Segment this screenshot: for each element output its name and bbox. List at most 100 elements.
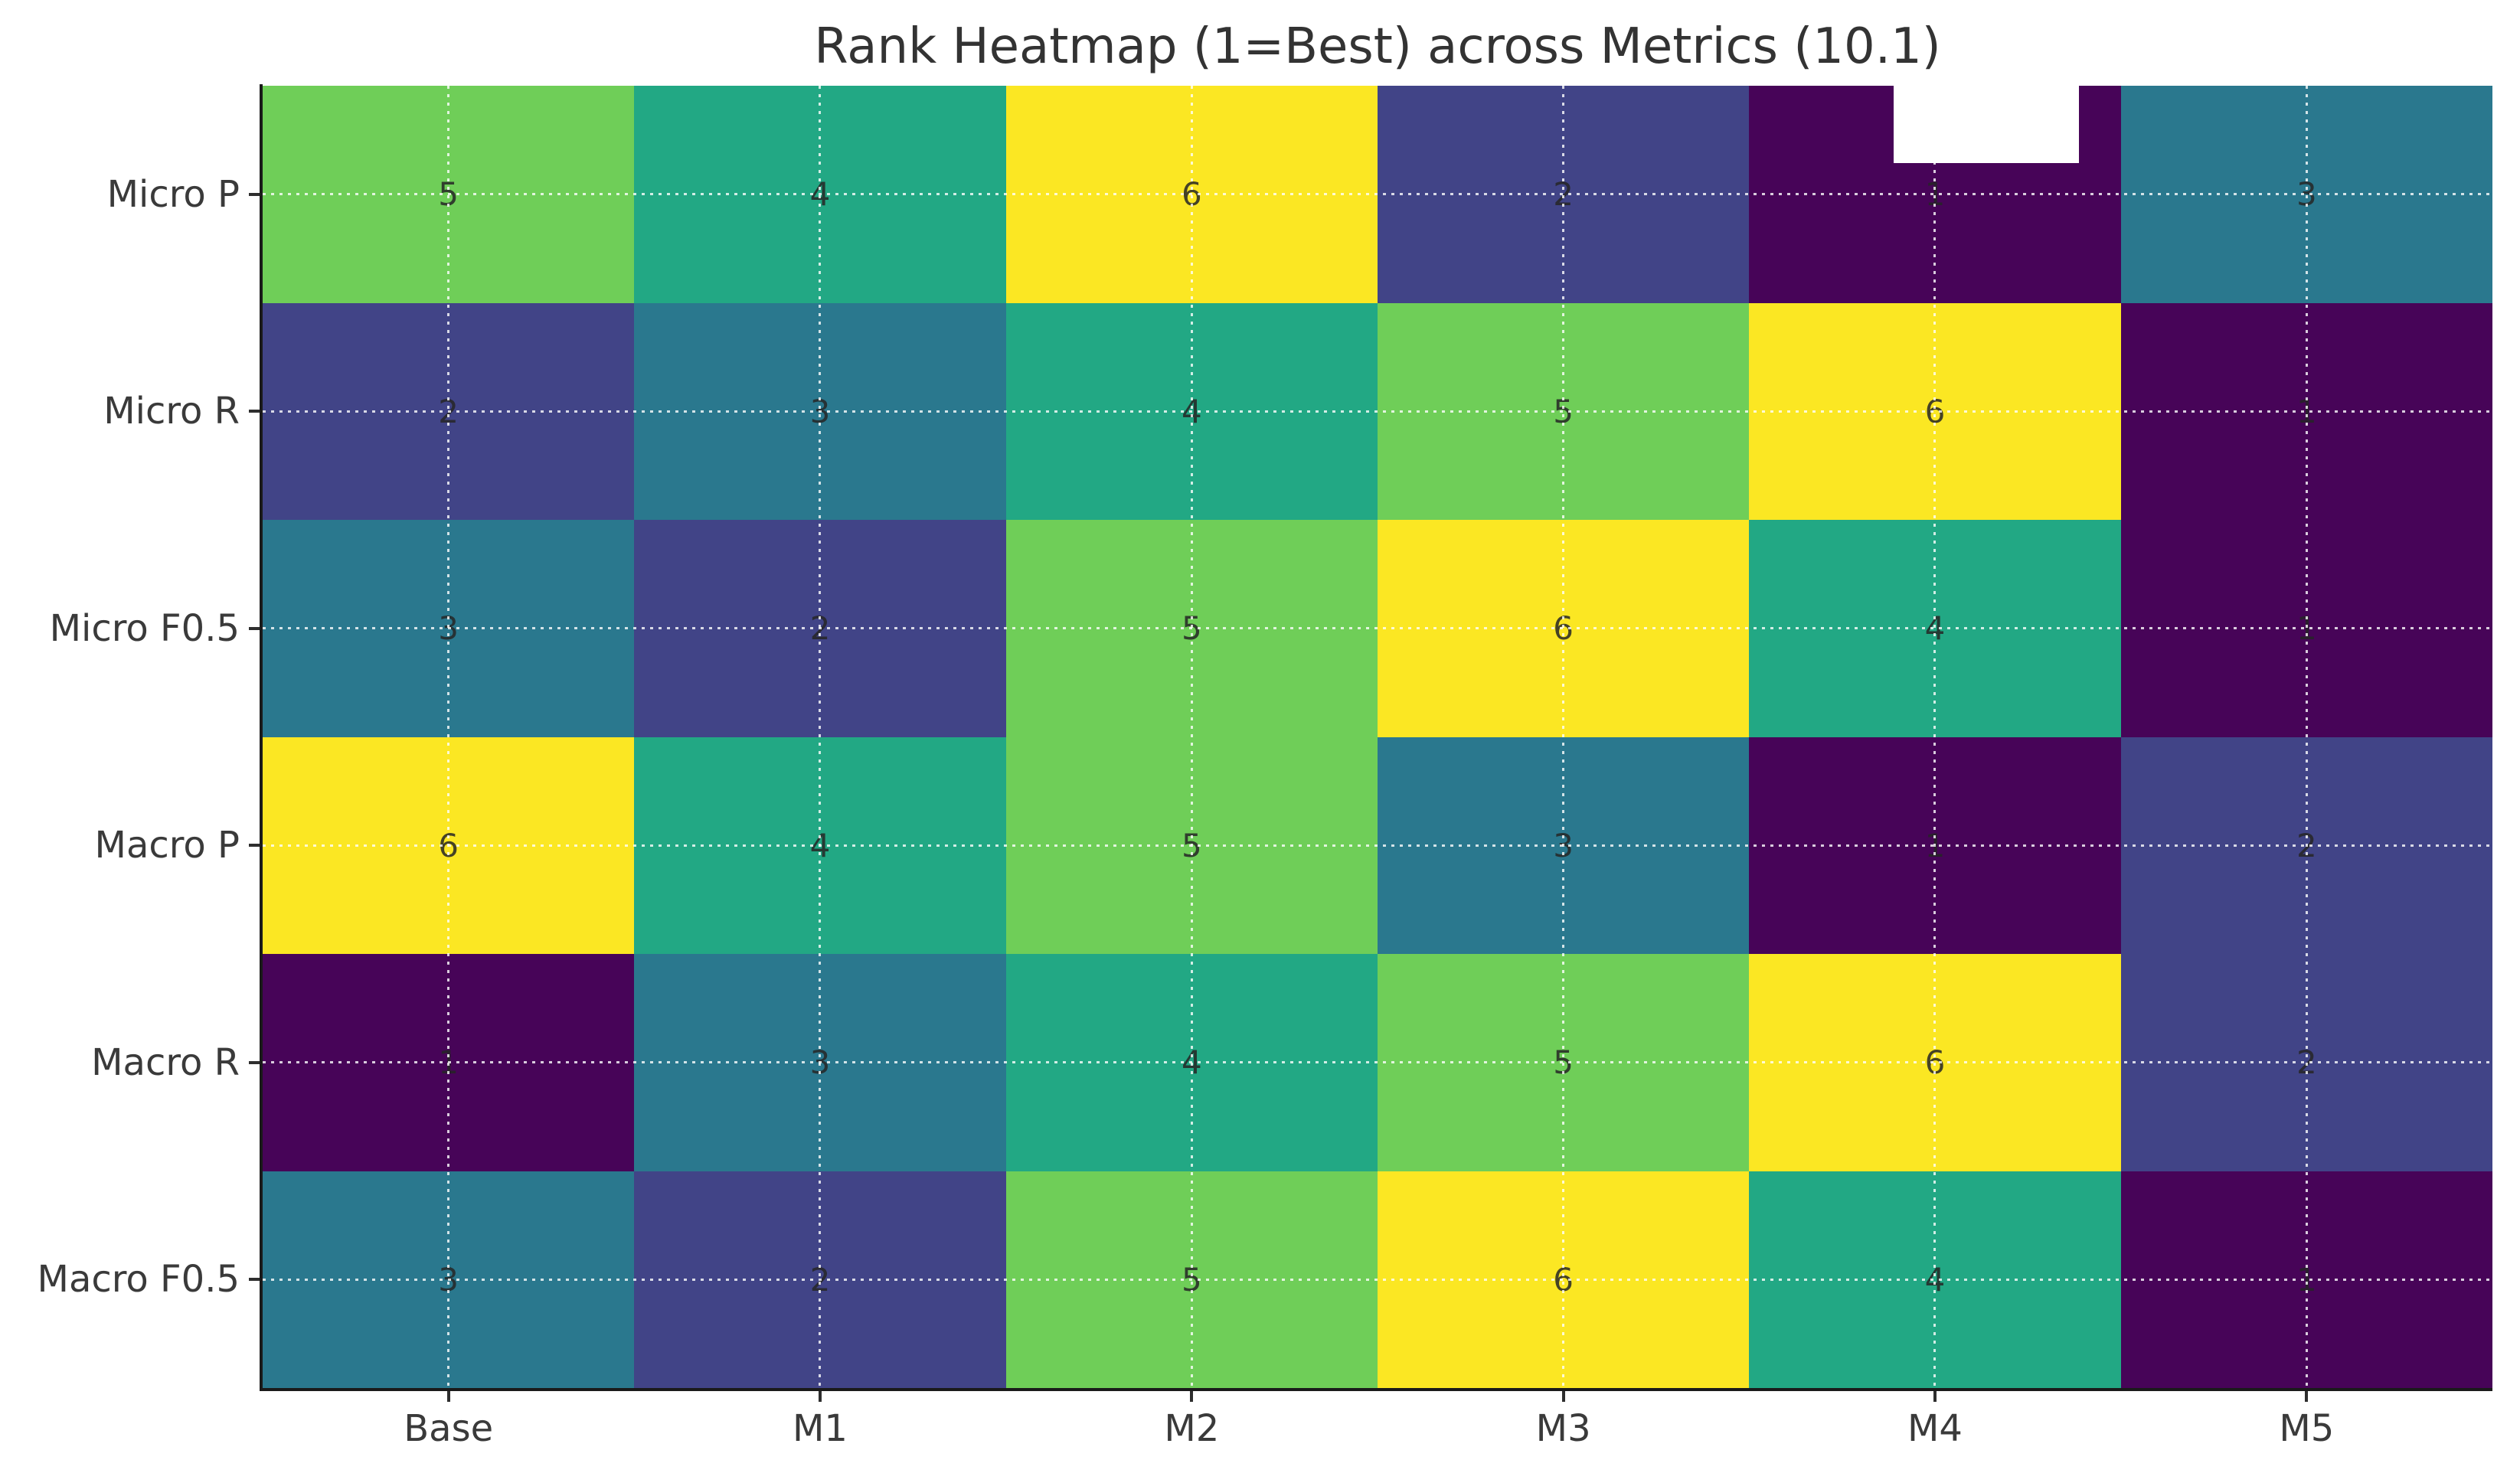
x-tick xyxy=(634,1391,1005,1402)
cell-value: 1 xyxy=(2296,609,2317,648)
cell-value: 6 xyxy=(438,826,459,864)
cell-value: 2 xyxy=(809,609,831,648)
heatmap-cell: 1 xyxy=(263,954,635,1171)
y-axis-spine xyxy=(260,84,263,1391)
heatmap-cell: 6 xyxy=(1749,954,2121,1171)
cell-value: 5 xyxy=(1553,392,1574,430)
cell-value: 6 xyxy=(1181,175,1202,214)
heatmap-cell: 5 xyxy=(1005,737,1378,954)
y-tick-label: Micro P xyxy=(106,172,240,216)
x-tick-label: M5 xyxy=(2279,1407,2335,1450)
x-tick-label: Base xyxy=(404,1407,494,1450)
heatmap-cell: 2 xyxy=(2120,954,2492,1171)
heatmap-cell: 3 xyxy=(1378,737,1750,954)
cell-value: 1 xyxy=(438,1044,459,1082)
heatmap-cell: 5 xyxy=(1005,1171,1378,1388)
heatmap-cell: 1 xyxy=(2120,1171,2492,1388)
cell-value: 2 xyxy=(1553,175,1574,214)
heatmap-cell: 3 xyxy=(634,302,1006,520)
cell-value: 4 xyxy=(1181,1044,1202,1082)
heatmap-cell: 4 xyxy=(1005,302,1378,520)
x-tick-label: M4 xyxy=(1907,1407,1963,1450)
y-tick-mark xyxy=(249,410,260,413)
heatmap-cell: 5 xyxy=(1378,302,1750,520)
heatmap-cell: 2 xyxy=(634,520,1006,737)
cell-value: 5 xyxy=(438,175,459,214)
x-axis-tick-marks xyxy=(263,1391,2492,1402)
y-tick: Macro P xyxy=(0,737,260,955)
x-tick-mark xyxy=(818,1391,822,1402)
heatmap-cell: 2 xyxy=(1378,86,1750,303)
y-tick-label: Macro R xyxy=(91,1040,240,1084)
x-tick-mark xyxy=(1190,1391,1194,1402)
cell-value: 5 xyxy=(1181,1260,1202,1298)
cell-value: 6 xyxy=(1924,392,1946,430)
y-tick-label: Macro F0.5 xyxy=(37,1258,240,1302)
y-tick-mark xyxy=(249,626,260,630)
y-tick-mark xyxy=(249,1060,260,1064)
x-tick xyxy=(2121,1391,2492,1402)
heatmap-cell: 6 xyxy=(1005,86,1378,303)
cell-value: 2 xyxy=(2296,826,2317,864)
heatmap-cell: 6 xyxy=(1749,302,2121,520)
heatmap-cell: 6 xyxy=(1378,1171,1750,1388)
x-tick-mark xyxy=(1933,1391,1937,1402)
chart-title: Rank Heatmap (1=Best) across Metrics (10… xyxy=(814,18,1941,75)
heatmap-cell: 1 xyxy=(2120,520,2492,737)
x-tick-label: M2 xyxy=(1164,1407,1220,1450)
heatmap-cell: 4 xyxy=(1005,954,1378,1171)
heatmap-cell: 6 xyxy=(1378,520,1750,737)
cell-value: 3 xyxy=(809,1044,831,1082)
heatmap-cell: 6 xyxy=(263,737,635,954)
cell-value: 6 xyxy=(1553,609,1574,648)
heatmap-cell: 5 xyxy=(1378,954,1750,1171)
y-tick: Micro F0.5 xyxy=(0,520,260,737)
x-tick-mark xyxy=(2305,1391,2309,1402)
heatmap-cell: 3 xyxy=(263,520,635,737)
cell-value: 1 xyxy=(1924,826,1946,864)
cell-value: 3 xyxy=(2296,175,2317,214)
heatmap-cell: 4 xyxy=(634,737,1006,954)
cell-value: 6 xyxy=(1924,1044,1946,1082)
x-tick xyxy=(1378,1391,1749,1402)
cell-value: 5 xyxy=(1181,826,1202,864)
cell-value: 6 xyxy=(1553,1260,1574,1298)
heatmap-cell: 3 xyxy=(2120,86,2492,303)
heatmap-grid: 5 4 6 2 1 3 2 3 4 5 6 1 3 2 5 6 4 1 6 4 5 3 1 2 1 3 4 5 6 2 3 2 5 6 4 1 xyxy=(263,86,2492,1388)
heatmap-cell: 2 xyxy=(2120,737,2492,954)
cell-value: 2 xyxy=(438,392,459,430)
y-tick-label: Micro R xyxy=(103,390,240,433)
x-tick-label: M3 xyxy=(1535,1407,1591,1450)
heatmap-cell: 4 xyxy=(1749,1171,2121,1388)
cell-value: 4 xyxy=(809,175,831,214)
heatmap-cell: 5 xyxy=(263,86,635,303)
y-tick-mark xyxy=(249,844,260,848)
y-tick: Micro P xyxy=(0,86,260,303)
x-axis-tick-labels: Base M1 M2 M3 M4 M5 xyxy=(263,1407,2492,1450)
heatmap-cell: 5 xyxy=(1005,520,1378,737)
cell-value: 4 xyxy=(1181,392,1202,430)
heatmap-cell: 3 xyxy=(634,954,1006,1171)
y-tick: Micro R xyxy=(0,303,260,521)
cell-value: 5 xyxy=(1553,1044,1574,1082)
cell-value: 3 xyxy=(1553,826,1574,864)
cell-value: 2 xyxy=(2296,1044,2317,1082)
y-axis-tick-labels: Micro P Micro R Micro F0.5 Macro P Macro R Ma… xyxy=(0,86,260,1388)
y-tick-mark xyxy=(249,1278,260,1282)
heatmap-cell: 2 xyxy=(634,1171,1006,1388)
x-tick xyxy=(1006,1391,1378,1402)
heatmap-cell: 3 xyxy=(263,1171,635,1388)
x-tick-mark xyxy=(1561,1391,1565,1402)
cell-value: 4 xyxy=(1924,609,1946,648)
x-tick xyxy=(263,1391,634,1402)
cell-value: 3 xyxy=(438,1260,459,1298)
y-tick: Macro F0.5 xyxy=(0,1171,260,1389)
white-notch-artifact xyxy=(1894,86,2079,163)
heatmap-cell: 4 xyxy=(1749,520,2121,737)
y-tick-mark xyxy=(249,192,260,196)
heatmap-cell: 1 xyxy=(2120,302,2492,520)
x-axis-spine xyxy=(260,1388,2492,1391)
heatmap-cell: 4 xyxy=(634,86,1006,303)
cell-value: 3 xyxy=(438,609,459,648)
